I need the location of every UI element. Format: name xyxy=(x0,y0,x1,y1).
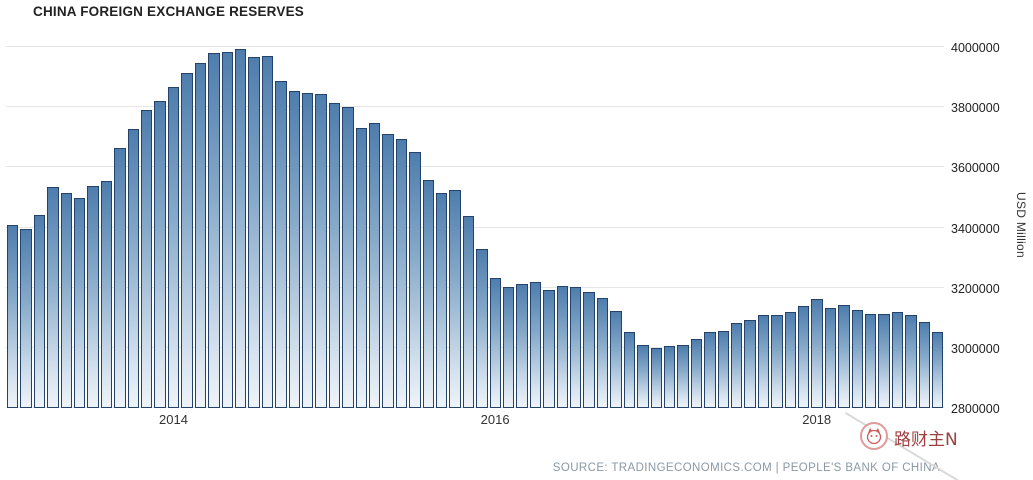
bar[interactable] xyxy=(851,310,863,408)
bar[interactable] xyxy=(449,189,461,408)
bar[interactable] xyxy=(784,312,796,408)
bar[interactable] xyxy=(583,292,595,408)
gridline xyxy=(6,166,944,168)
bar[interactable] xyxy=(905,314,917,408)
bar[interactable] xyxy=(141,110,153,408)
bar[interactable] xyxy=(878,314,890,408)
y-tick-label: 4000000 xyxy=(951,41,1000,55)
bar[interactable] xyxy=(315,94,327,408)
bar[interactable] xyxy=(181,73,193,408)
plot-area xyxy=(6,46,944,408)
bar[interactable] xyxy=(529,281,542,408)
bar[interactable] xyxy=(918,321,931,408)
x-axis-labels: 2014 2016 2018 xyxy=(6,412,944,430)
bar[interactable] xyxy=(797,305,810,408)
bar[interactable] xyxy=(462,216,475,408)
y-axis-labels: 2800000 3000000 3200000 3400000 3600000 38000… xyxy=(951,41,1009,416)
bar[interactable] xyxy=(891,312,904,408)
bar[interactable] xyxy=(596,297,609,408)
bar[interactable] xyxy=(771,315,783,408)
bar[interactable] xyxy=(288,91,300,408)
bar[interactable] xyxy=(7,224,19,408)
bar[interactable] xyxy=(637,344,649,408)
bar[interactable] xyxy=(20,229,32,408)
gridlines xyxy=(6,46,944,408)
bar[interactable] xyxy=(355,128,367,408)
bar[interactable] xyxy=(328,103,341,408)
bar[interactable] xyxy=(382,133,394,408)
bar[interactable] xyxy=(409,152,421,408)
bar[interactable] xyxy=(342,106,354,408)
y-tick-label: 3400000 xyxy=(951,221,1000,236)
bar[interactable] xyxy=(704,331,716,408)
y-tick-label: 3000000 xyxy=(951,341,1000,356)
bar[interactable] xyxy=(489,278,502,408)
bar[interactable] xyxy=(87,185,99,408)
gridline xyxy=(6,286,944,288)
watermark-logo-icon xyxy=(860,422,888,450)
watermark-text: 路财主N xyxy=(894,430,958,450)
bar[interactable] xyxy=(811,299,823,408)
y-tick-label: 3600000 xyxy=(951,161,1000,176)
bar[interactable] xyxy=(690,338,703,408)
bar[interactable] xyxy=(221,51,233,408)
bar[interactable] xyxy=(47,186,59,408)
gridline xyxy=(6,46,944,47)
bar[interactable] xyxy=(368,122,381,408)
bar[interactable] xyxy=(730,323,743,408)
bar[interactable] xyxy=(422,180,434,408)
chart-title: CHINA FOREIGN EXCHANGE RESERVES xyxy=(33,4,304,19)
bar[interactable] xyxy=(167,87,180,408)
gridline xyxy=(6,407,944,408)
bar[interactable] xyxy=(650,348,662,408)
bar[interactable] xyxy=(60,192,73,408)
gridline xyxy=(6,346,944,348)
bar[interactable] xyxy=(570,287,582,408)
gridline xyxy=(6,106,944,108)
bar[interactable] xyxy=(100,181,113,408)
bar[interactable] xyxy=(208,53,220,408)
bar[interactable] xyxy=(127,129,140,408)
x-tick-label: 2016 xyxy=(480,412,510,427)
bar[interactable] xyxy=(717,330,729,408)
bar[interactable] xyxy=(395,139,408,408)
bar[interactable] xyxy=(623,332,636,408)
bar[interactable] xyxy=(114,148,126,408)
bar[interactable] xyxy=(543,290,555,408)
bar[interactable] xyxy=(234,49,247,408)
bar[interactable] xyxy=(663,346,676,408)
bars-container xyxy=(6,47,944,408)
bar[interactable] xyxy=(301,93,314,408)
source-text: SOURCE: TRADINGECONOMICS.COM | PEOPLE'S … xyxy=(552,462,940,474)
bar[interactable] xyxy=(33,214,46,408)
x-tick-label: 2014 xyxy=(159,412,188,427)
bar[interactable] xyxy=(74,198,86,408)
bar[interactable] xyxy=(516,283,528,408)
x-tick-label: 2018 xyxy=(802,412,832,427)
bar[interactable] xyxy=(677,345,689,408)
gridline xyxy=(6,226,944,228)
bar[interactable] xyxy=(838,304,850,408)
bar[interactable] xyxy=(248,57,260,408)
bar[interactable] xyxy=(436,193,448,408)
y-tick-label: 2800000 xyxy=(951,402,1000,416)
bar[interactable] xyxy=(503,287,515,408)
bar[interactable] xyxy=(744,320,756,408)
bar[interactable] xyxy=(824,307,837,408)
bar[interactable] xyxy=(932,331,944,408)
y-axis-title: USD Million xyxy=(1014,192,1028,258)
bar[interactable] xyxy=(476,248,488,408)
y-tick-label: 3200000 xyxy=(951,281,1000,296)
bar[interactable] xyxy=(556,286,569,408)
bar[interactable] xyxy=(194,62,207,408)
bar[interactable] xyxy=(275,80,287,408)
bar[interactable] xyxy=(261,56,274,408)
bar[interactable] xyxy=(865,314,877,408)
bar[interactable] xyxy=(757,315,770,408)
bar[interactable] xyxy=(610,311,622,408)
bar[interactable] xyxy=(154,100,166,408)
y-tick-label: 3800000 xyxy=(951,101,1000,116)
